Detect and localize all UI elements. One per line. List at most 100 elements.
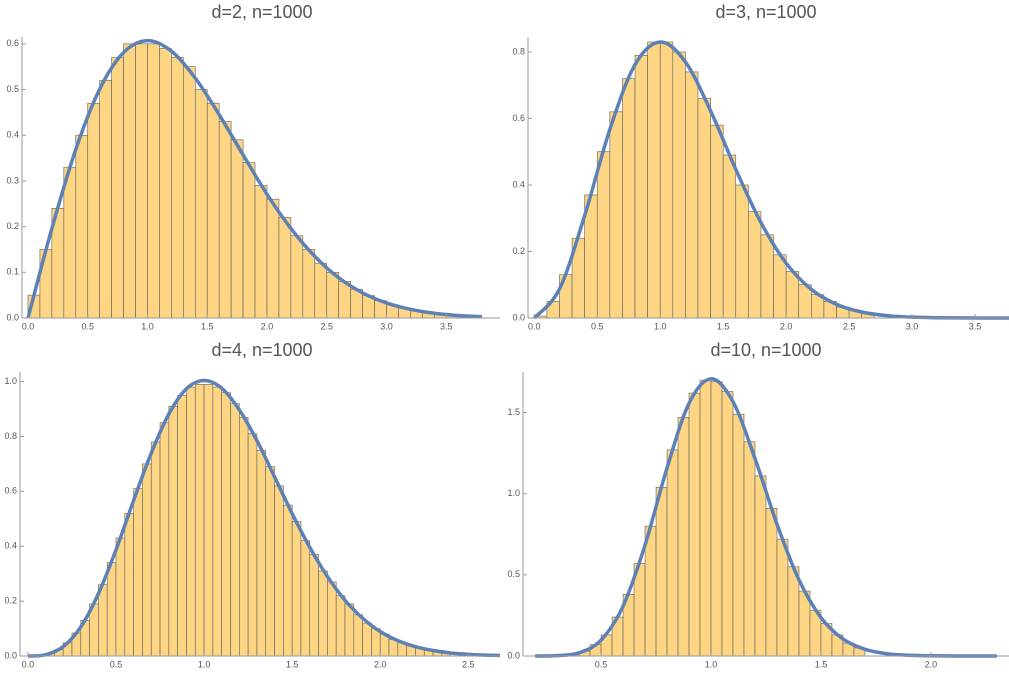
x-tick-label: 3.5 — [440, 321, 453, 331]
histogram-bar — [314, 262, 328, 319]
histogram-bar — [309, 554, 319, 657]
histogram-bar — [785, 271, 800, 319]
x-tick-label: 2.5 — [462, 659, 475, 669]
histogram-bar — [655, 486, 668, 657]
x-tick-label: 1.5 — [815, 659, 828, 669]
histogram-bar — [135, 43, 148, 319]
y-tick-label: 0.0 — [6, 312, 19, 322]
histogram-bar — [710, 381, 723, 657]
histogram-bar — [106, 562, 117, 657]
y-tick-label: 0.0 — [512, 312, 525, 322]
x-tick-label: 0.5 — [81, 321, 94, 331]
y-tick-label: 1.0 — [507, 488, 520, 498]
x-tick-label: 1.5 — [201, 321, 214, 331]
histogram-bar — [760, 234, 774, 319]
histogram-bar — [256, 449, 267, 657]
histogram-bar — [344, 603, 355, 657]
x-tick-label: 0.0 — [22, 321, 35, 331]
histogram-bar — [318, 570, 328, 657]
x-tick-label: 1.0 — [705, 659, 718, 669]
histogram-bar — [609, 111, 623, 319]
histogram-bar — [212, 386, 222, 657]
x-tick-label: 2.0 — [374, 659, 387, 669]
y-tick-label: 0.6 — [6, 38, 19, 48]
histogram-bar — [203, 384, 214, 657]
x-tick-label: 1.5 — [717, 321, 730, 331]
x-tick-label: 3.0 — [906, 321, 919, 331]
histogram-bar — [278, 217, 292, 319]
histogram-bar — [230, 403, 240, 657]
x-tick-label: 2.0 — [925, 659, 938, 669]
histogram-bar — [291, 521, 302, 657]
histogram-bar — [218, 121, 232, 319]
density-curve — [26, 38, 483, 319]
histogram-bar — [247, 433, 258, 657]
histogram-bar — [634, 54, 648, 319]
histogram-bar — [754, 475, 767, 657]
chart-title: d=2, n=1000 — [211, 2, 312, 22]
histogram-bar — [123, 43, 136, 319]
y-tick-label: 0.4 — [6, 130, 19, 140]
chart-title: d=3, n=1000 — [715, 2, 816, 22]
x-tick-label: 0.5 — [110, 659, 123, 669]
histogram-bar — [242, 162, 256, 319]
panel: d=4, n=1000 0.0 0.5 1.0 1.5 2.0 2.5 0.0 0.2 0.4 0.… — [4, 340, 500, 669]
histogram-bar — [697, 98, 711, 319]
histogram-bar — [743, 441, 756, 657]
y-tick-label: 1.0 — [4, 376, 17, 386]
histogram-bar — [622, 78, 636, 319]
histogram-bar — [124, 513, 134, 657]
histogram-bar — [732, 413, 745, 657]
panel: d=3, n=1000 0.0 0.5 1.0 1.5 2.0 2.5 3.0 3.5 0.0 0.… — [512, 2, 1009, 331]
histogram-bar — [147, 43, 160, 319]
y-tick-label: 0.4 — [512, 179, 525, 189]
histogram-bar — [735, 184, 749, 319]
histogram-bar — [221, 392, 231, 657]
histogram-bar — [87, 102, 100, 319]
histogram-bar — [748, 211, 762, 319]
x-tick-label: 3.0 — [380, 321, 393, 331]
histogram-bar — [142, 463, 152, 657]
histogram-bar — [111, 57, 124, 319]
chart-title: d=4, n=1000 — [211, 340, 312, 360]
histogram-bar — [171, 57, 184, 319]
x-tick-label: 1.0 — [198, 659, 211, 669]
histogram-bar — [765, 508, 778, 657]
histogram-bar — [265, 466, 275, 657]
histogram-bar — [335, 595, 346, 657]
x-tick-label: 0.5 — [591, 321, 604, 331]
histogram-bar — [644, 525, 657, 657]
histogram-bar — [326, 272, 339, 319]
histogram-bar — [302, 249, 316, 319]
histogram-bar — [688, 392, 701, 657]
histogram-bar — [722, 154, 737, 319]
histogram-bar — [75, 134, 89, 319]
y-tick-label: 0.6 — [4, 486, 17, 496]
y-tick-label: 0.2 — [4, 595, 17, 605]
x-tick-label: 1.5 — [286, 659, 299, 669]
y-tick-label: 0.0 — [507, 650, 520, 660]
x-tick-label: 2.5 — [320, 321, 333, 331]
histogram-bar — [710, 124, 724, 319]
histogram-bar — [266, 198, 280, 319]
y-tick-label: 0.8 — [512, 46, 525, 56]
histogram-bar — [362, 622, 372, 657]
histogram-bar — [647, 41, 661, 319]
x-tick-label: 2.0 — [261, 321, 274, 331]
histogram-bar — [677, 417, 690, 657]
histogram-bar — [699, 379, 712, 657]
histogram-bar — [159, 422, 170, 657]
y-tick-label: 0.5 — [507, 569, 520, 579]
histogram-bar — [776, 538, 789, 657]
y-tick-label: 0.2 — [512, 246, 525, 256]
x-tick-label: 0.0 — [22, 659, 35, 669]
x-tick-label: 1.0 — [654, 321, 667, 331]
y-tick-label: 0.6 — [512, 113, 525, 123]
histogram-bar — [685, 71, 699, 319]
histogram-bar — [230, 139, 244, 319]
histogram-bar — [239, 416, 249, 657]
histogram-bar — [773, 254, 787, 319]
x-tick-label: 0.5 — [595, 659, 608, 669]
histogram-bar — [666, 449, 679, 657]
histogram-bar — [115, 537, 126, 657]
